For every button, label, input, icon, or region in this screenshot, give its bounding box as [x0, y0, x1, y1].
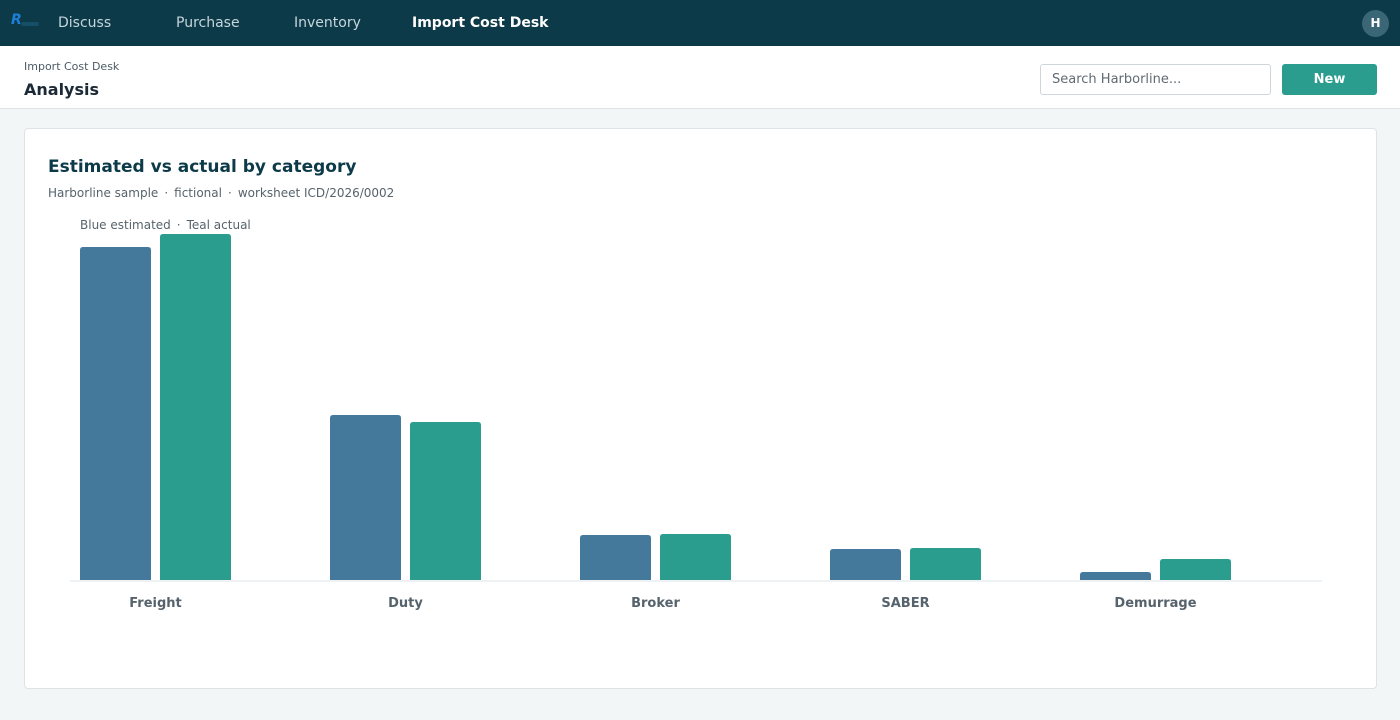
legend-actual: Teal actual — [186, 218, 251, 232]
search-input[interactable] — [1040, 64, 1271, 95]
nav-item-purchase[interactable]: Purchase — [176, 15, 240, 31]
nav-item-discuss[interactable]: Discuss — [58, 15, 112, 31]
subtitle-separator: · — [164, 186, 169, 200]
breadcrumb[interactable]: Import Cost Desk — [24, 60, 120, 73]
chart-subtitle: Harborline sample · fictional · worksheet IC… — [48, 186, 394, 200]
subtitle-note: fictional — [174, 186, 222, 200]
category-label-demurrage: Demurrage — [1114, 596, 1196, 611]
app-logo-icon[interactable]: R — [11, 12, 41, 32]
user-avatar[interactable]: H — [1362, 10, 1389, 37]
chart-legend: Blue estimated · Teal actual — [80, 218, 251, 232]
subtitle-separator: · — [227, 186, 232, 200]
bar-duty-estimated[interactable] — [330, 415, 401, 580]
bar-chart: Freight Duty Broker SABER Demurrage — [70, 234, 1322, 611]
bar-broker-actual[interactable] — [660, 534, 731, 580]
bar-saber-actual[interactable] — [910, 548, 981, 580]
category-label-duty: Duty — [388, 596, 423, 611]
bar-broker-estimated[interactable] — [580, 535, 651, 580]
new-button[interactable]: New — [1282, 64, 1377, 95]
legend-estimated: Blue estimated — [80, 218, 171, 232]
nav-item-inventory[interactable]: Inventory — [294, 15, 361, 31]
legend-separator: · — [176, 218, 181, 232]
chart-title: Estimated vs actual by category — [48, 157, 357, 177]
subtitle-worksheet: worksheet ICD/2026/0002 — [237, 186, 395, 200]
chart-card: Estimated vs actual by category Harborli… — [24, 128, 1377, 689]
bar-freight-estimated[interactable] — [80, 247, 151, 580]
bar-demurrage-actual[interactable] — [1160, 559, 1231, 580]
category-label-broker: Broker — [631, 596, 680, 611]
bar-demurrage-estimated[interactable] — [1080, 572, 1151, 580]
category-label-freight: Freight — [129, 596, 182, 611]
bar-duty-actual[interactable] — [410, 422, 481, 580]
page-title: Analysis — [24, 80, 100, 99]
nav-item-import-cost-desk[interactable]: Import Cost Desk — [412, 15, 549, 31]
subtitle-source: Harborline sample — [48, 186, 159, 200]
category-label-saber: SABER — [881, 596, 929, 611]
bar-freight-actual[interactable] — [160, 234, 231, 580]
bar-saber-estimated[interactable] — [830, 549, 901, 580]
page-header: Import Cost Desk Analysis New — [0, 46, 1400, 109]
top-nav-bar: R Discuss Purchase Inventory Import Cost… — [0, 0, 1400, 46]
bars-layer — [80, 234, 1231, 580]
category-labels: Freight Duty Broker SABER Demurrage — [129, 596, 1196, 611]
